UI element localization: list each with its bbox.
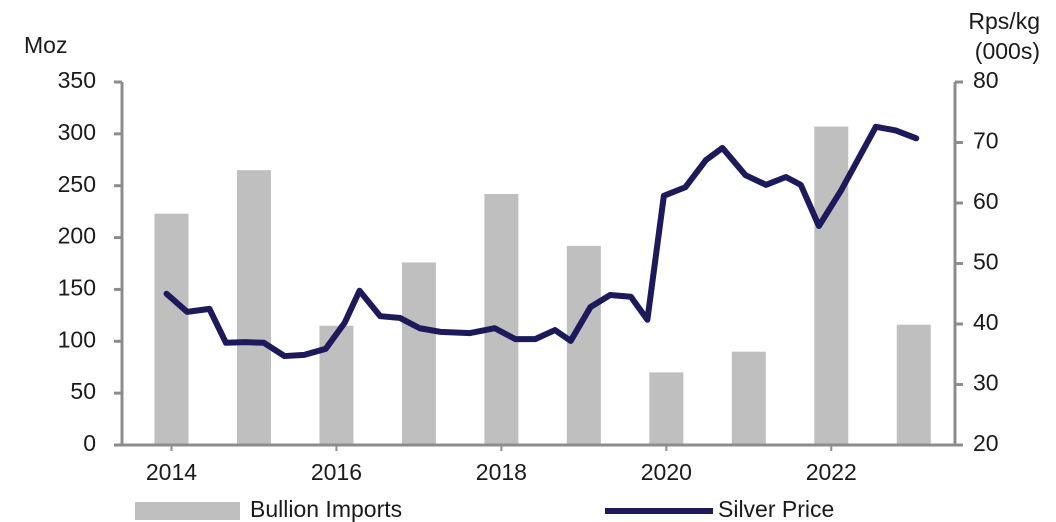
x-tick-label: 2018: [476, 459, 527, 485]
x-tick-label: 2014: [146, 459, 197, 485]
y2-tick-label: 20: [973, 430, 999, 456]
bar: [319, 325, 354, 445]
legend-swatch: [135, 502, 240, 520]
bar: [814, 126, 849, 446]
y-tick-label: 200: [58, 223, 96, 249]
y2-tick-label: 50: [973, 249, 999, 275]
bar: [566, 245, 601, 445]
x-tick-label: 2016: [311, 459, 362, 485]
y2-axis-title: Rps/kg: [968, 8, 1040, 34]
legend-label: Bullion Imports: [250, 496, 402, 522]
y2-tick-label: 30: [973, 370, 999, 396]
y2-tick-label: 40: [973, 309, 999, 335]
y-tick-label: 0: [83, 430, 96, 456]
y-tick-label: 250: [58, 171, 96, 197]
x-tick-label: 2022: [806, 459, 857, 485]
bar: [236, 170, 271, 445]
bar: [154, 213, 189, 445]
y-tick-label: 300: [58, 119, 96, 145]
x-tick-label: 2020: [641, 459, 692, 485]
y2-axis-title: (000s): [975, 38, 1040, 64]
y2-tick-label: 70: [973, 128, 999, 154]
bar: [649, 372, 684, 445]
bar: [401, 262, 436, 445]
bar: [484, 194, 519, 445]
y2-tick-label: 60: [973, 188, 999, 214]
y-tick-label: 350: [58, 67, 96, 93]
y-tick-label: 150: [58, 275, 96, 301]
y-tick-label: 100: [58, 326, 96, 352]
y2-tick-label: 80: [973, 67, 999, 93]
bar: [896, 324, 931, 445]
y-axis-title: Moz: [24, 32, 67, 58]
y-tick-label: 50: [70, 378, 96, 404]
legend-label: Silver Price: [718, 496, 834, 522]
line: [163, 123, 920, 360]
bar: [731, 351, 766, 445]
